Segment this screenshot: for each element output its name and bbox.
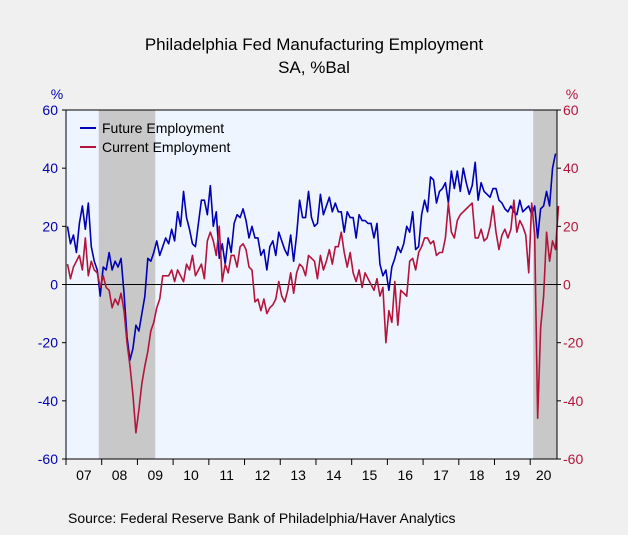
x-tick-label: 09 bbox=[147, 467, 163, 483]
chart-title: Philadelphia Fed Manufacturing Employmen… bbox=[145, 35, 484, 54]
left-y-tick-label: 0 bbox=[50, 277, 58, 293]
chart-subtitle: SA, %Bal bbox=[278, 58, 350, 77]
right-y-tick-label: 20 bbox=[563, 218, 579, 234]
left-y-tick-label: -40 bbox=[38, 393, 58, 409]
x-tick-label: 14 bbox=[326, 467, 342, 483]
x-tick-label: 16 bbox=[397, 467, 413, 483]
legend-label: Future Employment bbox=[102, 120, 224, 136]
right-y-tick-label: 0 bbox=[563, 277, 571, 293]
x-tick-label: 10 bbox=[183, 467, 199, 483]
left-axis-unit: % bbox=[51, 86, 63, 102]
left-y-tick-label: 60 bbox=[42, 102, 58, 118]
x-tick-label: 08 bbox=[112, 467, 128, 483]
x-tick-label: 11 bbox=[219, 467, 234, 483]
x-tick-label: 07 bbox=[76, 467, 92, 483]
legend: Future Employment Current Employment bbox=[80, 120, 230, 155]
left-y-tick-label: 20 bbox=[42, 218, 58, 234]
x-tick-label: 17 bbox=[433, 467, 449, 483]
x-tick-label: 12 bbox=[255, 467, 271, 483]
left-y-tick-label: -60 bbox=[38, 451, 58, 467]
right-y-tick-label: 60 bbox=[563, 102, 579, 118]
right-y-tick-label: -40 bbox=[563, 393, 583, 409]
right-axis-unit: % bbox=[566, 86, 578, 102]
left-y-tick-label: 40 bbox=[42, 160, 58, 176]
x-tick-label: 18 bbox=[469, 467, 485, 483]
x-tick-label: 15 bbox=[362, 467, 378, 483]
x-tick-label: 13 bbox=[290, 467, 306, 483]
right-y-tick-label: 40 bbox=[563, 160, 579, 176]
left-y-tick-label: -20 bbox=[38, 335, 58, 351]
series-line-future-employment bbox=[66, 153, 557, 361]
source-note: Source: Federal Reserve Bank of Philadel… bbox=[68, 510, 456, 526]
x-tick-label: 19 bbox=[505, 467, 521, 483]
legend-label: Current Employment bbox=[102, 139, 230, 155]
right-y-tick-label: -20 bbox=[563, 335, 583, 351]
series-line-current-employment bbox=[66, 199, 560, 434]
x-tick-label: 20 bbox=[536, 467, 552, 483]
right-y-tick-label: -60 bbox=[563, 451, 583, 467]
